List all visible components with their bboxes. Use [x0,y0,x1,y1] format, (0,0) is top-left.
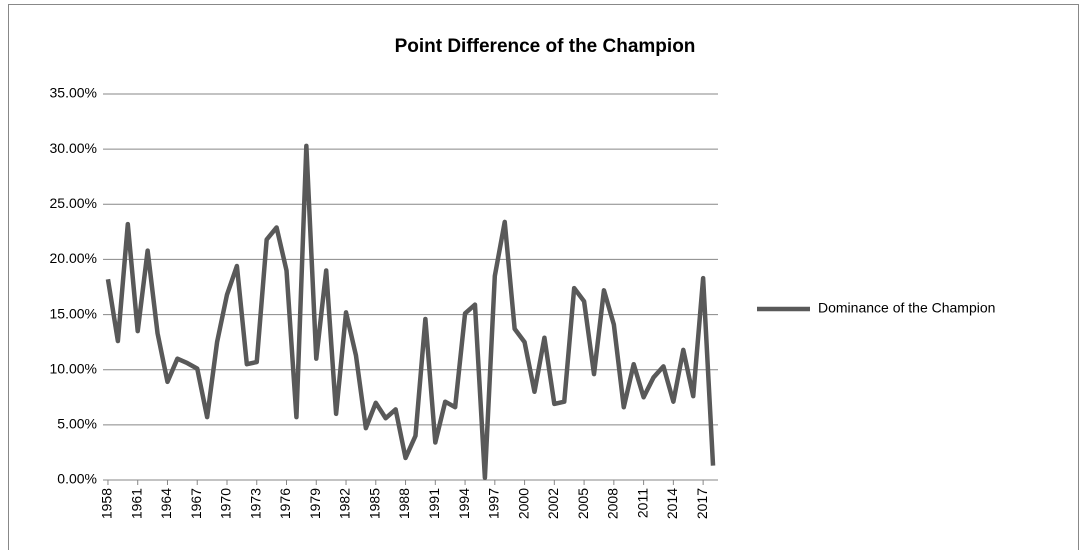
x-tick-label: 2014 [664,488,680,519]
x-tick-label: 2002 [545,488,561,519]
x-tick-label: 1985 [366,488,382,519]
chart-border [8,4,1079,550]
x-tick-label: 2000 [515,488,531,519]
x-tick-label: 1991 [426,488,442,519]
data-line [105,143,716,481]
x-tick-label: 2005 [575,488,591,519]
x-tick-label: 1994 [456,488,472,519]
y-tick-label: 30.00% [50,140,97,156]
x-tick-label: 1976 [277,488,293,519]
y-tick-label: 10.00% [50,360,97,376]
legend-label: Dominance of the Champion [818,300,995,316]
y-tick-label: 15.00% [50,305,97,321]
x-tick-label: 1982 [337,488,353,519]
x-tick-label: 2011 [634,488,650,518]
x-tick-label: 1997 [486,488,502,519]
y-tick-label: 20.00% [50,250,97,266]
y-tick-label: 25.00% [50,195,97,211]
x-tick-label: 1961 [128,488,144,519]
y-tick-label: 0.00% [57,471,97,487]
x-tick-label: 1979 [307,488,323,519]
x-tick-label: 2017 [694,488,710,519]
x-tick-label: 1964 [158,488,174,519]
x-tick-label: 1970 [218,488,234,519]
x-tick-label: 1973 [247,488,263,519]
y-tick-label: 5.00% [57,416,97,432]
y-tick-label: 35.00% [50,85,97,101]
x-tick-label: 1967 [188,488,204,519]
x-tick-label: 2008 [605,488,621,519]
chart-title: Point Difference of the Champion [395,36,696,57]
x-tick-label: 1958 [99,488,115,519]
x-tick-label: 1988 [396,488,412,519]
